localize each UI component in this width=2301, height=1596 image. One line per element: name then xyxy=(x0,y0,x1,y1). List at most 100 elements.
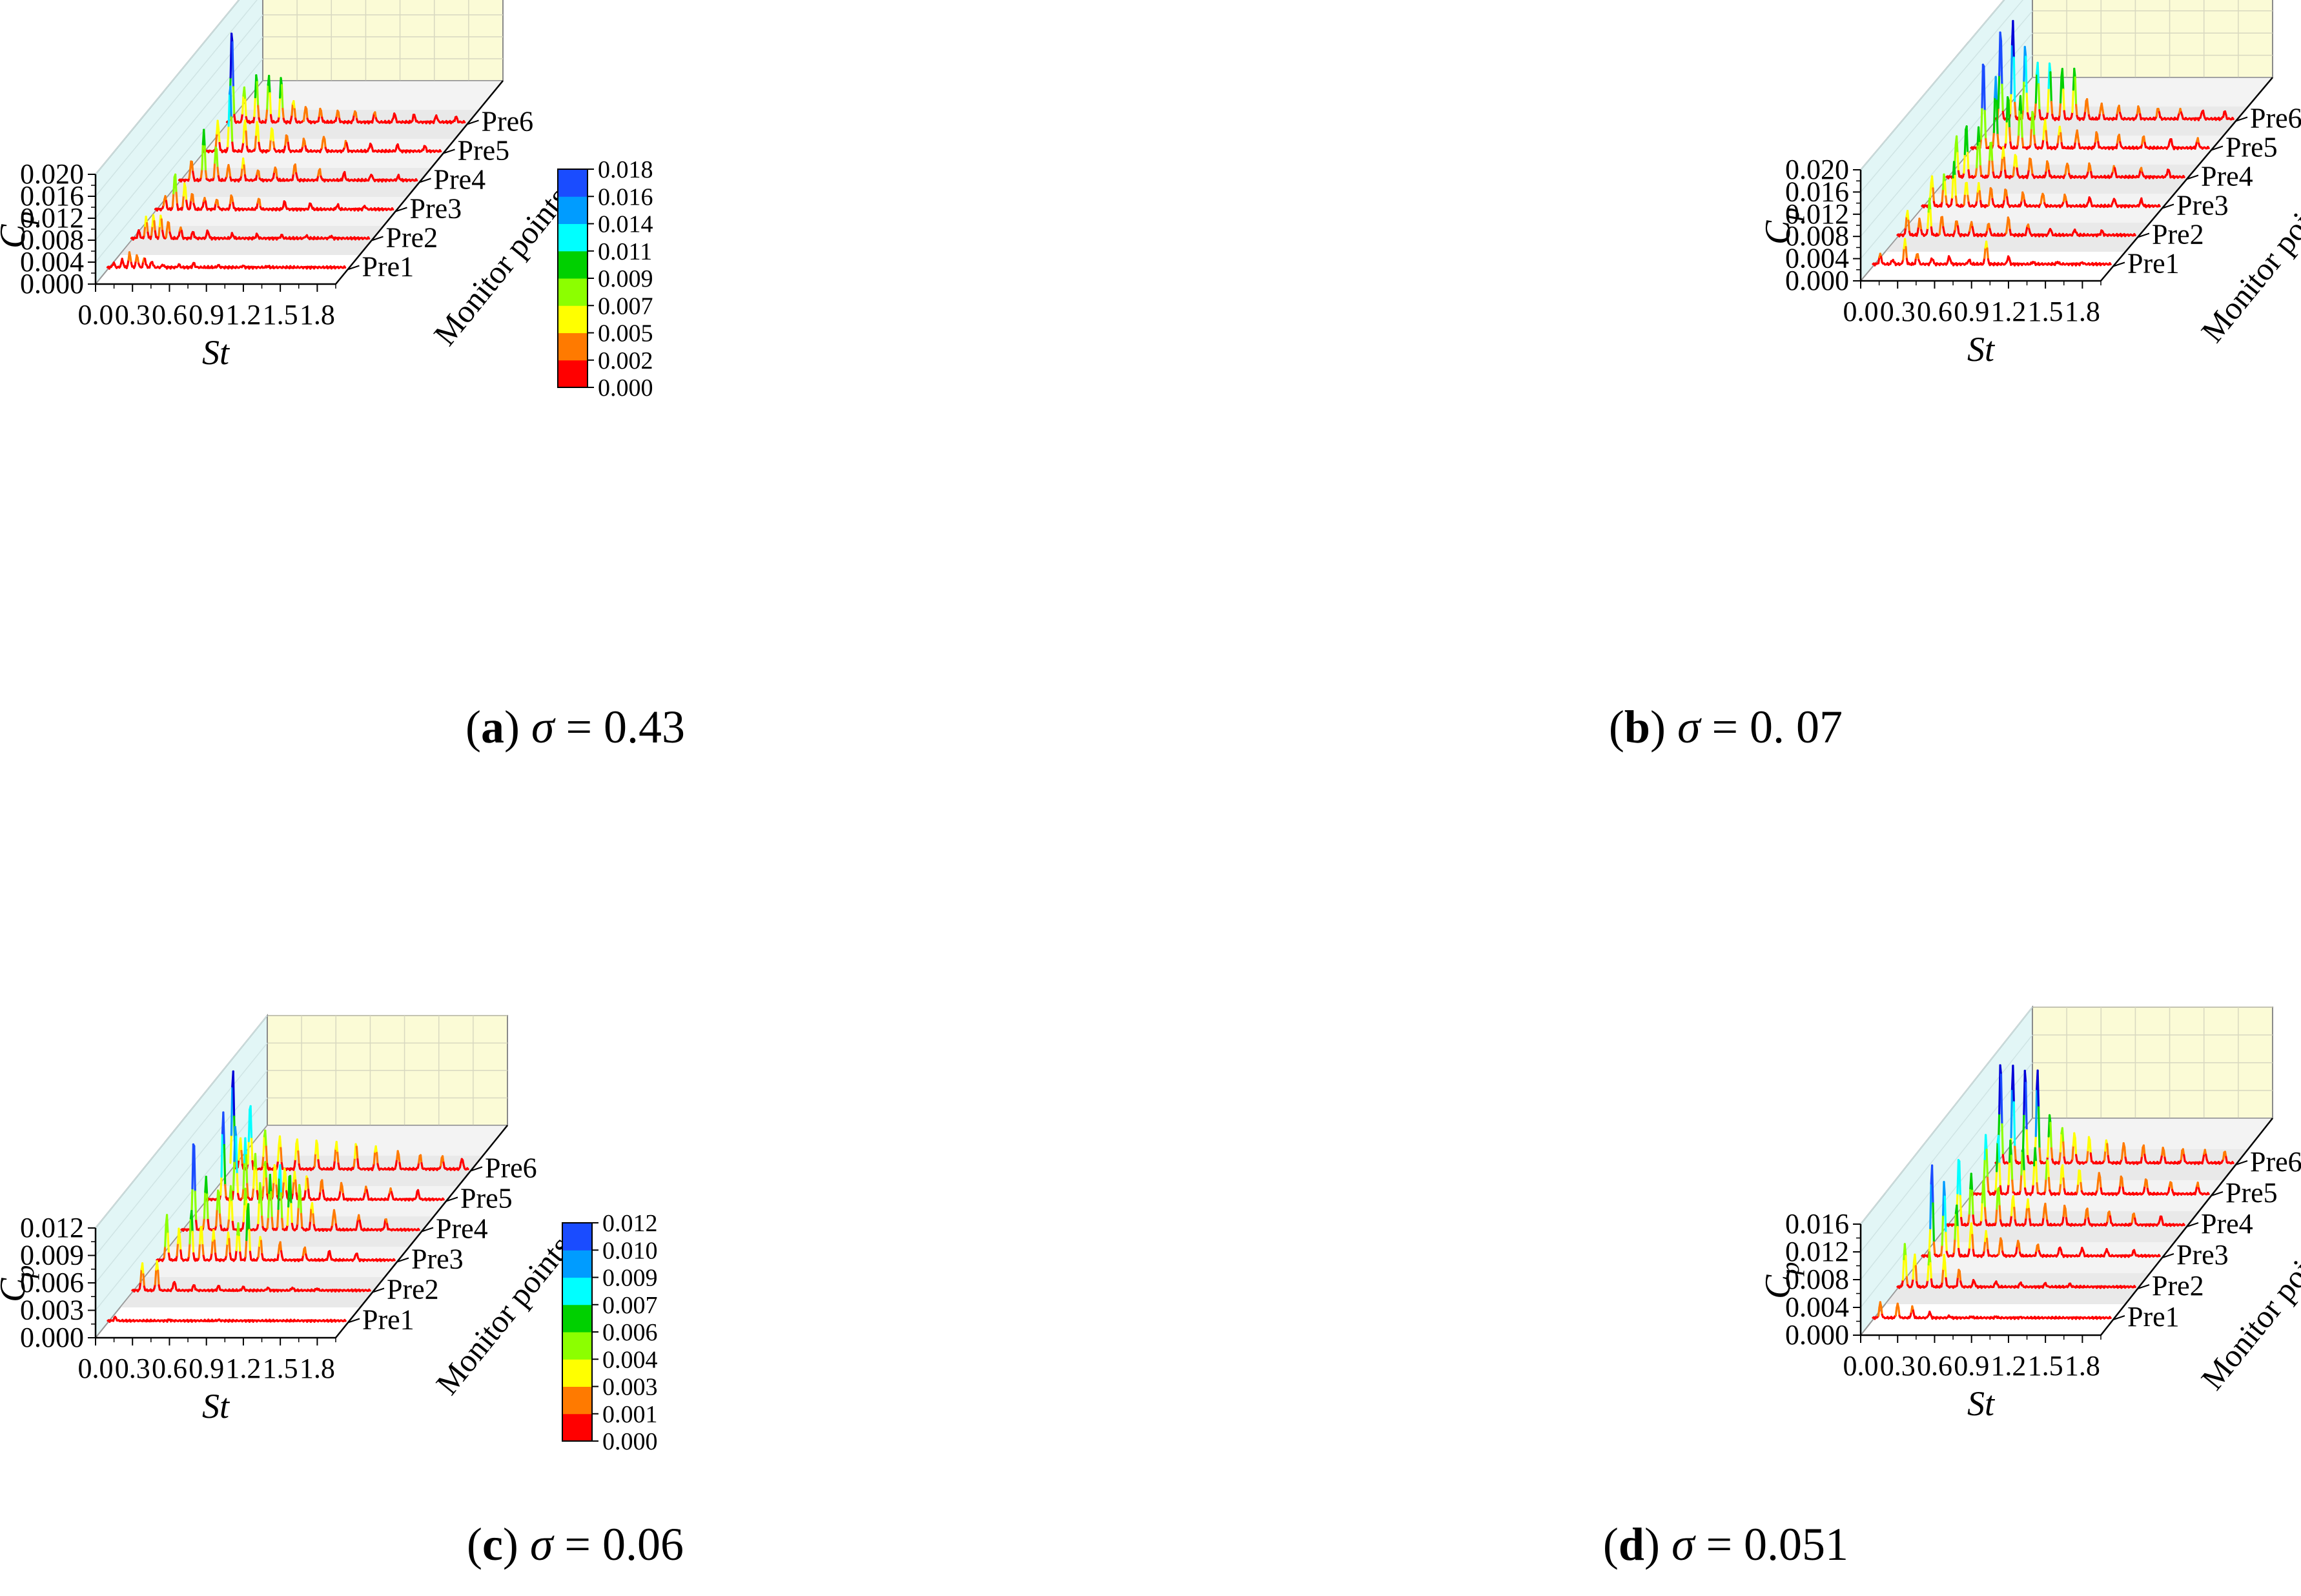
y-tick-label: 0.012 xyxy=(1785,198,1849,230)
series-line-pre4 xyxy=(331,1215,334,1227)
z-tick-label: Pre4 xyxy=(436,1213,488,1245)
series-line-pre5 xyxy=(1981,63,1985,108)
series-line-pre5 xyxy=(1985,138,1988,149)
colorbar-segment xyxy=(562,1413,592,1442)
series-line-pre3 xyxy=(235,1233,239,1251)
series-line-pre4 xyxy=(207,1218,210,1230)
y-tick-label: 0.012 xyxy=(20,202,84,234)
series-line-pre5 xyxy=(2041,138,2045,147)
series-line-pre2 xyxy=(368,1288,371,1292)
series-line-pre4 xyxy=(2013,154,2016,167)
series-line-pre4 xyxy=(1990,141,1994,163)
floor-stripe xyxy=(143,197,407,226)
z-tick-label: Pre3 xyxy=(411,1243,464,1275)
series-line-pre4 xyxy=(242,157,245,167)
series-line-pre5 xyxy=(230,116,234,144)
x-tick-label: 0.9 xyxy=(1954,296,1989,327)
series-line-pre6 xyxy=(2155,108,2159,118)
colorbar-segment xyxy=(558,332,588,361)
series-line-pre6 xyxy=(355,1145,359,1161)
series-line-pre5 xyxy=(1992,131,1996,145)
x-axis-label: St xyxy=(202,333,230,372)
series-line-pre6 xyxy=(278,96,281,118)
x-tick-label: 1.5 xyxy=(263,1353,298,1384)
series-line-pre6 xyxy=(2014,101,2017,118)
y-axis-label: Cp xyxy=(0,212,39,249)
series-line-pre6 xyxy=(256,81,260,107)
z-tick-label: Pre2 xyxy=(2152,219,2204,251)
series-line-pre6 xyxy=(255,74,258,83)
floor-stripe xyxy=(145,1247,409,1277)
series-line-pre5 xyxy=(275,1184,279,1198)
x-tick-label: 0.9 xyxy=(189,1353,224,1384)
series-line-pre3 xyxy=(1943,173,1947,183)
side-grid-line xyxy=(95,0,240,175)
series-line-pre6 xyxy=(2073,67,2076,79)
series-line-pre1 xyxy=(343,265,347,269)
series-line-pre4 xyxy=(194,1191,198,1222)
series-line-pre5 xyxy=(246,1183,249,1199)
series-line-pre3 xyxy=(178,1234,182,1252)
y-tick-label: 0.000 xyxy=(20,268,84,300)
series-line-pre3 xyxy=(1954,174,1957,198)
x-tick-label: 0.0 xyxy=(78,1353,114,1384)
series-line-pre6 xyxy=(2086,97,2089,110)
colorbar-tick-label: 0.003 xyxy=(602,1374,658,1401)
series-line-pre3 xyxy=(238,1236,241,1254)
floor-stripe xyxy=(167,168,431,197)
series-line-pre4 xyxy=(356,1218,359,1227)
series-line-pre4 xyxy=(216,1189,220,1211)
series-line-pre4 xyxy=(318,168,322,178)
z-tick-label: Pre5 xyxy=(458,135,510,167)
x-tick-label: 0.6 xyxy=(152,1353,187,1384)
z-tick xyxy=(372,1287,385,1293)
series-line-pre3 xyxy=(176,1242,179,1257)
z-tick xyxy=(421,1227,434,1233)
series-line-pre6 xyxy=(440,1157,443,1167)
series-line-pre3 xyxy=(391,207,394,211)
series-line-pre3 xyxy=(1929,181,1932,198)
side-grid-line xyxy=(95,1043,268,1256)
chart-b: Pre6Pre5Pre4Pre3Pre2Pre10.0000.0040.0080… xyxy=(1758,0,2301,369)
z-tick xyxy=(371,236,384,241)
series-line-pre4 xyxy=(308,1220,312,1231)
series-line-pre3 xyxy=(191,194,195,205)
series-line-pre6 xyxy=(466,1167,469,1171)
colorbar-segment xyxy=(562,1359,592,1387)
chart-a: Pre6Pre5Pre4Pre3Pre2Pre10.0000.0040.0080… xyxy=(0,0,653,402)
series-line-pre5 xyxy=(2118,134,2122,143)
z-tick xyxy=(396,1257,409,1263)
z-tick-label: Pre5 xyxy=(2225,132,2278,163)
series-line-pre5 xyxy=(1996,99,1999,136)
series-line-pre3 xyxy=(2042,194,2046,205)
series-line-pre5 xyxy=(2074,134,2078,143)
series-line-pre5 xyxy=(2042,125,2045,141)
series-line-pre3 xyxy=(2158,203,2161,208)
series-line-pre4 xyxy=(202,1217,206,1228)
z-tick xyxy=(2186,174,2199,180)
series-line-pre5 xyxy=(286,135,289,144)
series-line-pre5 xyxy=(2045,130,2049,144)
z-tick xyxy=(2137,232,2150,238)
colorbar-tick-label: 0.007 xyxy=(598,292,653,320)
series-line-pre6 xyxy=(257,105,260,119)
series-line-pre3 xyxy=(165,200,169,209)
series-line-pre5 xyxy=(224,1183,227,1198)
x-axis-label: St xyxy=(202,1387,230,1426)
floor-stripe xyxy=(239,81,503,110)
series-line-pre6 xyxy=(269,92,272,116)
series-line-pre5 xyxy=(2029,127,2033,146)
series-line-pre4 xyxy=(1979,165,1983,178)
series-line-pre4 xyxy=(2002,146,2005,159)
z-tick-label: Pre3 xyxy=(2176,190,2229,221)
y-tick-label: 0.008 xyxy=(1785,220,1849,252)
colorbar-segment xyxy=(558,196,588,224)
z-tick xyxy=(2235,116,2248,122)
series-line-pre4 xyxy=(2047,163,2050,172)
series-line-pre4 xyxy=(275,168,278,179)
series-line-pre6 xyxy=(280,84,284,110)
series-line-pre3 xyxy=(198,1226,202,1245)
series-line-pre6 xyxy=(268,74,271,95)
series-line-pre5 xyxy=(306,1177,310,1191)
x-tick-label: 0.9 xyxy=(189,299,224,331)
